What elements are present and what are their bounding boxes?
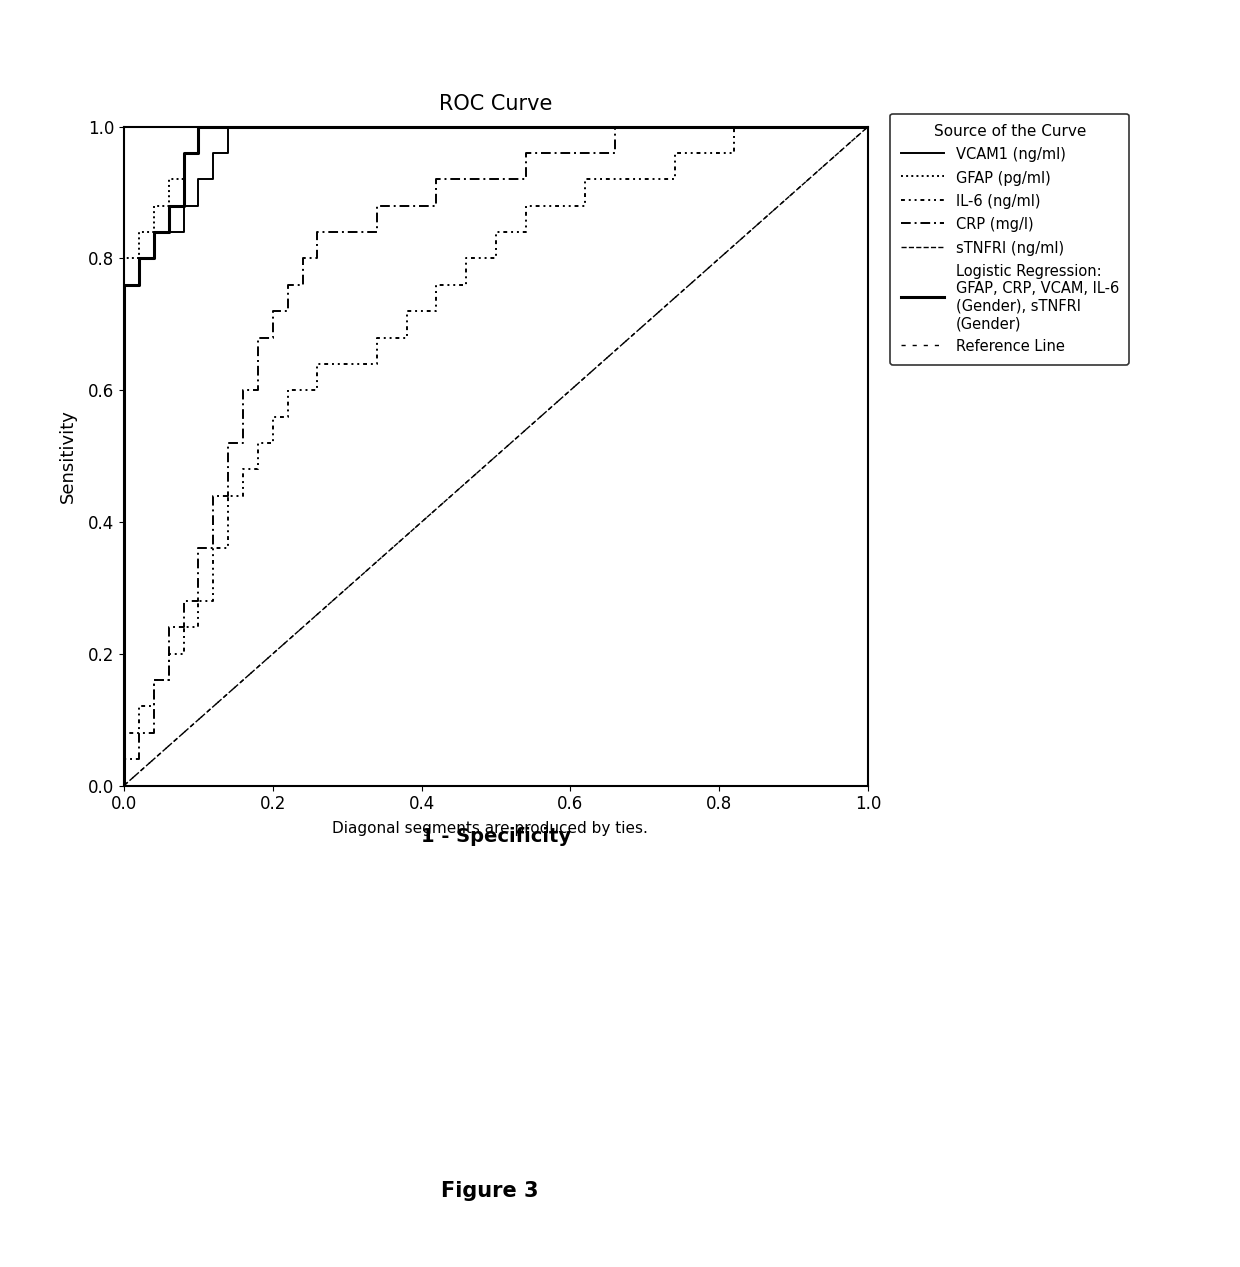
Legend: VCAM1 (ng/ml), GFAP (pg/ml), IL-6 (ng/ml), CRP (mg/l), sTNFRI (ng/ml), Logistic : VCAM1 (ng/ml), GFAP (pg/ml), IL-6 (ng/ml… [890, 114, 1130, 365]
Text: Diagonal segments are produced by ties.: Diagonal segments are produced by ties. [332, 821, 647, 836]
Text: Figure 3: Figure 3 [441, 1181, 538, 1201]
Title: ROC Curve: ROC Curve [439, 94, 553, 114]
Y-axis label: Sensitivity: Sensitivity [58, 409, 77, 503]
X-axis label: 1 - Specificity: 1 - Specificity [420, 827, 572, 846]
